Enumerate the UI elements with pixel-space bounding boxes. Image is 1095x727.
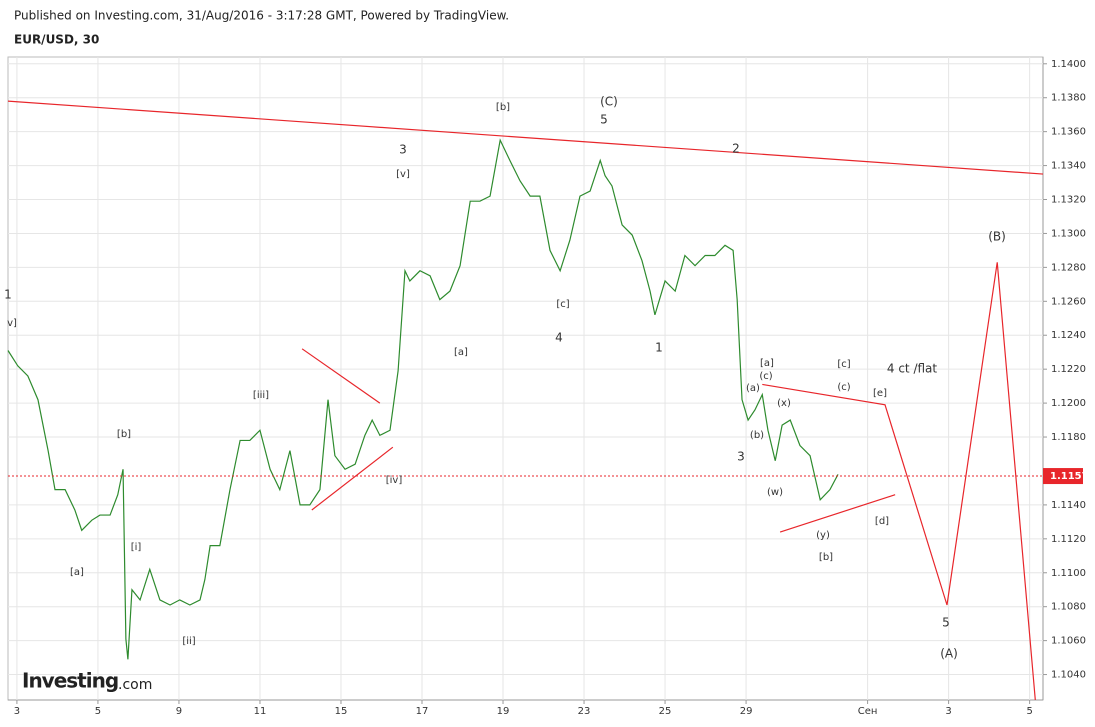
y-tick-label: 1.1080 <box>1051 602 1086 613</box>
wave-label: [iii] <box>253 390 269 401</box>
plot-frame <box>7 56 1044 701</box>
trend-line <box>311 446 394 511</box>
last-price-box <box>1043 468 1083 485</box>
wave-label: (w) <box>767 487 783 498</box>
x-tick-label: 23 <box>578 706 591 717</box>
wave-label: 4 <box>555 331 563 345</box>
wave-label: (a) <box>746 383 760 394</box>
y-tick-label: 1.1120 <box>1051 534 1086 545</box>
x-tick-label: 15 <box>335 706 348 717</box>
y-tick-label: 1.1040 <box>1051 670 1086 681</box>
x-tick-label: 29 <box>740 706 753 717</box>
logo: Investing <box>22 669 118 693</box>
wave-label: 1 <box>4 288 12 302</box>
wave-label: (x) <box>777 398 791 409</box>
x-tick-label: 3 <box>14 706 20 717</box>
wave-label: [a] <box>454 347 468 358</box>
y-tick-label: 1.1200 <box>1051 398 1086 409</box>
y-tick-label: 1.1280 <box>1051 262 1086 273</box>
wave-label: [a] <box>70 567 84 578</box>
header-published: Published on Investing.com, 31/Aug/2016 … <box>14 9 509 23</box>
wave-label: (c) <box>759 371 772 382</box>
wave-label: 2 <box>732 142 740 156</box>
header-symbol: EUR/USD, 30 <box>14 33 99 47</box>
x-tick-label: 25 <box>659 706 672 717</box>
wave-label: [v] <box>396 169 410 180</box>
wave-label: 3 <box>737 450 745 464</box>
wave-label: [b] <box>496 102 510 113</box>
trend-line <box>779 494 896 533</box>
trend-line <box>762 262 1036 701</box>
x-tick-label: 11 <box>254 706 267 717</box>
y-tick-label: 1.1220 <box>1051 364 1086 375</box>
wave-label: (C) <box>600 95 618 109</box>
y-tick-label: 1.1240 <box>1051 330 1086 341</box>
wave-label: [e] <box>873 388 887 399</box>
price-line <box>7 138 839 660</box>
x-tick-label: 5 <box>1026 706 1032 717</box>
wave-label: 5 <box>942 616 950 630</box>
wave-label: (y) <box>816 530 830 541</box>
trend-line <box>7 100 1044 175</box>
wave-label: [ii] <box>182 636 195 647</box>
x-tick-label: 17 <box>416 706 429 717</box>
wave-label: [a] <box>760 358 774 369</box>
wave-label: [i] <box>131 542 142 553</box>
x-tick-label: 9 <box>176 706 182 717</box>
logo-suffix: .com <box>118 677 152 693</box>
x-tick-label: Сен <box>858 706 878 717</box>
y-tick-label: 1.1400 <box>1051 59 1086 70</box>
y-tick-label: 1.1380 <box>1051 93 1086 104</box>
y-tick-label: 1.1300 <box>1051 228 1086 239</box>
grid <box>8 57 1043 700</box>
wave-label: [b] <box>819 552 833 563</box>
trend-line <box>301 348 381 404</box>
wave-label: [c] <box>837 359 850 370</box>
wave-label: (c) <box>837 382 850 393</box>
y-tick-label: 1.1360 <box>1051 127 1086 138</box>
wave-label: 4 ct /flat <box>887 362 938 376</box>
marks <box>7 100 1044 701</box>
wave-label: 3 <box>399 143 407 157</box>
wave-label: [c] <box>556 299 569 310</box>
y-tick-label: 1.1340 <box>1051 161 1086 172</box>
y-tick-label: 1.1100 <box>1051 568 1086 579</box>
wave-label: 5 <box>600 113 608 127</box>
wave-label: [iv] <box>386 475 403 486</box>
y-tick-label: 1.1320 <box>1051 195 1086 206</box>
y-tick-label: 1.1140 <box>1051 500 1086 511</box>
wave-label: (A) <box>940 647 958 661</box>
wave-label: [d] <box>875 516 889 527</box>
wave-label: (b) <box>750 430 764 441</box>
x-tick-label: 3 <box>945 706 951 717</box>
wave-label: 1 <box>655 341 663 355</box>
wave-label: (B) <box>988 230 1006 244</box>
x-tick-label: 19 <box>497 706 510 717</box>
y-tick-label: 1.1180 <box>1051 432 1086 443</box>
wave-label: v] <box>7 318 17 329</box>
x-tick-label: 5 <box>95 706 101 717</box>
wave-label: [b] <box>117 429 131 440</box>
last-price-label: 1.1157 <box>1050 471 1089 482</box>
y-tick-label: 1.1260 <box>1051 296 1086 307</box>
y-tick-label: 1.1060 <box>1051 636 1086 647</box>
